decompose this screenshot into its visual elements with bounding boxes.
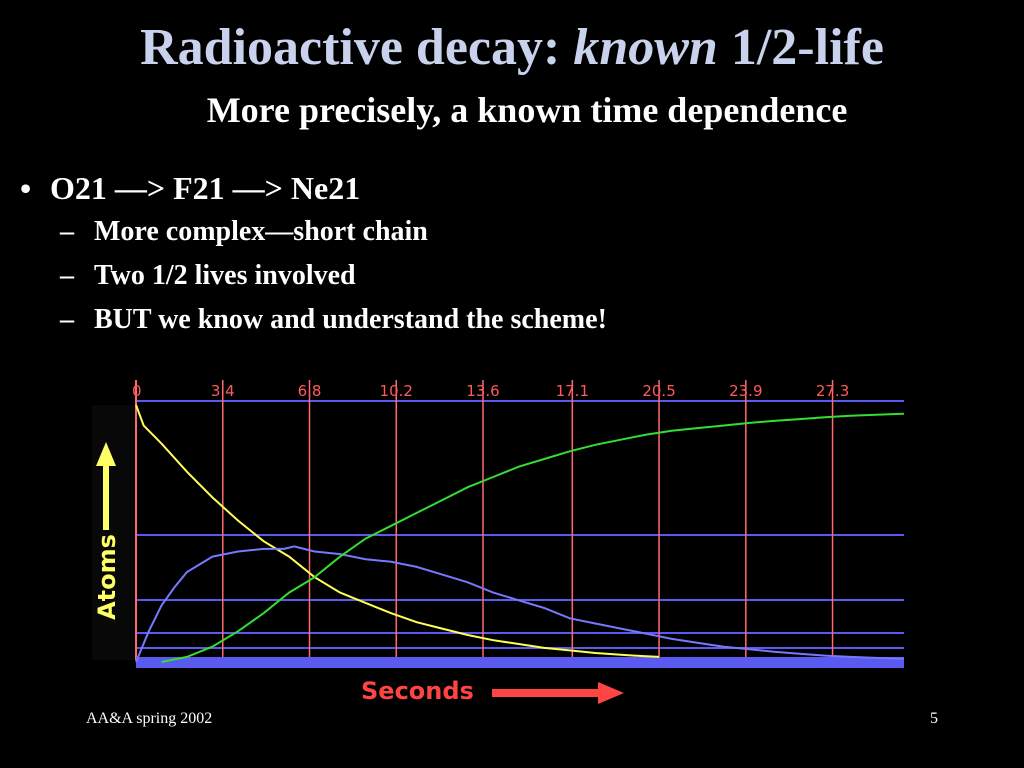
title-text-part1: Radioactive decay: (140, 19, 574, 76)
y-axis-label: Atoms (93, 442, 121, 620)
dash-icon: – (60, 216, 74, 247)
x-tick-label: 3.4 (211, 382, 235, 400)
title-text-part2: 1/2-life (717, 19, 884, 76)
sub-bullet-item: – More complex—short chain (60, 210, 607, 254)
baseline-bar (136, 657, 904, 668)
dash-icon: – (60, 304, 74, 335)
vertical-gridlines (135, 380, 834, 660)
bullet-list: • O21 —> F21 —> Ne21 – More complex—shor… (20, 166, 607, 342)
sub-bullet-text: More complex—short chain (94, 216, 428, 247)
x-tick-label: 13.6 (466, 382, 499, 400)
sub-bullet-item: – Two 1/2 lives involved (60, 254, 607, 298)
sub-bullet-item: – BUT we know and understand the scheme! (60, 298, 607, 342)
x-tick-label: 0 (132, 382, 142, 400)
series-line-f21 (135, 545, 905, 663)
x-tick-label: 23.9 (729, 382, 762, 400)
x-axis-title: Seconds (361, 677, 474, 705)
bullet-dot-icon: • (20, 170, 32, 206)
up-arrow-icon (96, 442, 116, 530)
horizontal-gridlines (136, 400, 904, 649)
x-tick-label: 17.1 (556, 382, 589, 400)
right-arrow-icon (492, 682, 624, 704)
sub-bullet-text: BUT we know and understand the scheme! (94, 304, 607, 335)
dash-icon: – (60, 260, 74, 291)
title-emphasis: known (573, 19, 718, 76)
y-axis-title: Atoms (93, 534, 121, 620)
bullet-item: • O21 —> F21 —> Ne21 (20, 166, 607, 210)
x-tick-label: 20.5 (642, 382, 675, 400)
x-tick-label: 27.3 (816, 382, 849, 400)
sub-bullet-text: Two 1/2 lives involved (94, 260, 356, 291)
slide-title: Radioactive decay: known 1/2-life (0, 16, 1024, 80)
x-tick-label: 10.2 (380, 382, 413, 400)
ylabel-panel (92, 405, 134, 660)
page-number: 5 (930, 710, 938, 727)
slide-subtitle: More precisely, a known time dependence (206, 90, 848, 130)
series-lines (135, 404, 905, 663)
x-tick-labels: 0 3.4 6.8 10.2 13.6 17.1 20.5 23.9 27.3 (132, 382, 849, 400)
bullet-text: O21 —> F21 —> Ne21 (50, 170, 361, 206)
x-axis-label: Seconds (361, 677, 624, 705)
series-line-o21 (135, 404, 660, 658)
footer-course: AA&A spring 2002 (86, 710, 213, 727)
x-tick-label: 6.8 (298, 382, 322, 400)
series-line-ne21 (161, 412, 905, 663)
